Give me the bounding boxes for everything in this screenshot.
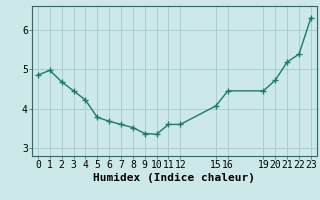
X-axis label: Humidex (Indice chaleur): Humidex (Indice chaleur) xyxy=(93,173,255,183)
